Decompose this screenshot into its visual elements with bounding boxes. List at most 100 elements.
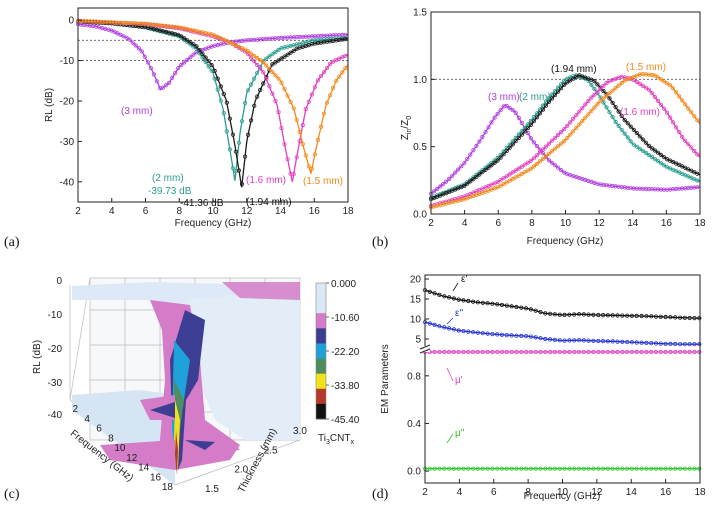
panel-d-series-series-point — [451, 466, 456, 471]
panel-d-series-series-point — [470, 330, 476, 335]
panel-d-series-series-point — [572, 338, 577, 343]
panel-d-series-series-point — [586, 466, 591, 471]
panel-a-series-1-5-mm-point — [288, 99, 293, 105]
panel-d-series-series-point — [649, 466, 654, 471]
panel-b-series-1-6-mm-point — [640, 83, 645, 88]
panel-a-series-1-5-mm-point — [261, 60, 266, 65]
panel-d-series-series-point — [437, 324, 442, 329]
panel-a-xtick-label: 12 — [241, 206, 253, 217]
panel-b-series-3-mm-point — [431, 189, 437, 194]
panel-d-series-series-point — [504, 303, 509, 308]
panel-a-series-1-5-mm-point — [312, 152, 317, 157]
panel-d-series-series-point — [523, 466, 529, 471]
panel-d-series-series-point — [687, 342, 692, 347]
panel-d-series-series-point — [519, 466, 524, 471]
panel-b-series-2-mm-point — [616, 123, 621, 129]
panel-d-series-series-point — [519, 349, 524, 355]
panel-a-series-1-94-mm-point — [203, 55, 208, 60]
panel-d-series-series-point — [591, 312, 596, 317]
panel-d-series-series-point — [639, 466, 644, 471]
panel-d-series-series-line — [424, 321, 700, 345]
panel-a-series-1-5-mm-point — [334, 78, 339, 83]
panel-a-series-1-5-mm-point — [303, 153, 308, 158]
panel-d-series-series-point — [687, 349, 692, 355]
colorbar-segment — [316, 388, 326, 405]
panel-a-series-1-94-mm-point — [273, 60, 278, 65]
panel-b-series-3-mm-point — [468, 152, 473, 157]
panel-d-series-series-point — [557, 312, 562, 317]
annotation-a-15mm: (1.5 mm) — [303, 176, 343, 187]
panel-a-series-3-mm-point — [164, 83, 169, 88]
panel-b-series-3-mm-point — [437, 184, 443, 189]
panel-a-series-1-5-mm-point — [337, 74, 342, 79]
panel-a-series-1-6-mm-point — [303, 106, 308, 112]
panel-b-series-1-94-mm-point — [522, 129, 527, 134]
panel-d-series-series-point — [528, 307, 534, 312]
panel-b-xlabel: Frequency (GHz) — [527, 236, 604, 247]
panel-d-series-series-point — [576, 349, 582, 355]
panel-b-xtick-label: 18 — [694, 218, 706, 229]
panel-a-series-1-5-mm-point — [246, 49, 251, 54]
panel-b-series-1-5-mm-point — [601, 96, 606, 101]
panel-a-series-1-6-mm-point — [282, 142, 287, 147]
panel-b-series-1-6-mm-point — [586, 98, 591, 104]
panel-b-ylabel: Zin/Z0 — [400, 116, 413, 140]
panel-a-series-2-mm-point — [252, 76, 257, 81]
panel-a-series-1-5-mm-point — [343, 66, 348, 71]
panel-b-series-1-5-mm-point — [686, 106, 691, 111]
panel-b-series-1-6-mm-point — [498, 178, 503, 183]
panel-b-series-1-5-mm-point — [592, 105, 597, 110]
panel-b-series-1-5-mm-point — [616, 83, 621, 88]
panel-d-series-series-point — [533, 335, 538, 340]
panel-d-frame — [424, 274, 701, 484]
panel-b-series-2-mm-point — [628, 139, 633, 144]
panel-a-series-1-5-mm-point — [306, 164, 311, 169]
panel-d-series-series-point — [427, 289, 432, 294]
panel-a-label: (a) — [4, 235, 20, 250]
panel-d-series-series-point — [677, 466, 683, 471]
panel-d-series-series-point — [499, 302, 505, 308]
panel-b-series-1-5-mm-point — [658, 77, 664, 82]
panel-b-series-2-mm-point — [640, 148, 645, 153]
panel-d-series-series-point — [543, 311, 548, 316]
panel-d-xtick-label: 4 — [457, 487, 463, 498]
panel-d-series-series-point — [475, 300, 480, 305]
panel-a-series-2-mm-point — [227, 147, 232, 152]
panel-d-series-series-point — [446, 466, 452, 471]
panel-b-series-1-5-mm-point — [504, 180, 509, 185]
panel-d-series-series-point — [543, 349, 548, 355]
panel-a-series-3-mm-point — [136, 46, 141, 51]
annotation-a-4136db: -41.36 dB — [180, 198, 224, 209]
panel-b-series-1-5-mm-point — [507, 178, 512, 183]
panel-a-series-1-94-mm-point — [188, 40, 193, 45]
panel-a-series-1-94-mm-point — [282, 54, 287, 59]
panel-b-series-1-94-mm-point — [643, 140, 649, 145]
panel-c-ztick-label: -40 — [48, 410, 63, 421]
panel-d-series-series-point — [677, 341, 683, 347]
panel-b-series-1-5-mm-point — [692, 114, 697, 119]
panel-b-series-1-94-mm-point — [595, 82, 600, 87]
panel-b-series-1-5-mm-point — [562, 139, 567, 144]
panel-d-series-series-point — [682, 342, 688, 347]
panel-a-xtick-label: 8 — [176, 206, 182, 217]
panel-a-series-1-6-mm-point — [315, 78, 321, 83]
panel-d-series-series-point — [523, 349, 529, 355]
panel-a-series-1-5-mm-point — [321, 111, 327, 116]
panel-a-series-1-6-mm-point — [267, 84, 272, 89]
panel-d-series-series-point — [446, 295, 452, 300]
panel-d-series-series-point — [610, 466, 615, 471]
panel-a-series-3-mm-point — [139, 49, 144, 54]
panel-d-upper-ytick-label: 5 — [415, 335, 421, 346]
panel-b-series-3-mm-point — [495, 111, 500, 116]
panel-d-series-series-point — [490, 349, 495, 355]
panel-b-series-1-6-mm-point — [534, 153, 540, 158]
panel-b-series-2-mm-point — [631, 142, 636, 147]
panel-a-series-2-mm-point — [224, 129, 229, 134]
panel-d-series-series-point — [620, 349, 625, 355]
panel-a-series-2-mm-point — [249, 82, 254, 87]
panel-d-series-series-point — [682, 315, 688, 320]
panel-b-xtick-label: 14 — [627, 218, 639, 229]
panel-d-series-series-point — [547, 466, 553, 471]
panel-a-series-1-6-mm-point — [279, 126, 284, 131]
panel-b-series-1-94-mm-point — [534, 115, 540, 120]
